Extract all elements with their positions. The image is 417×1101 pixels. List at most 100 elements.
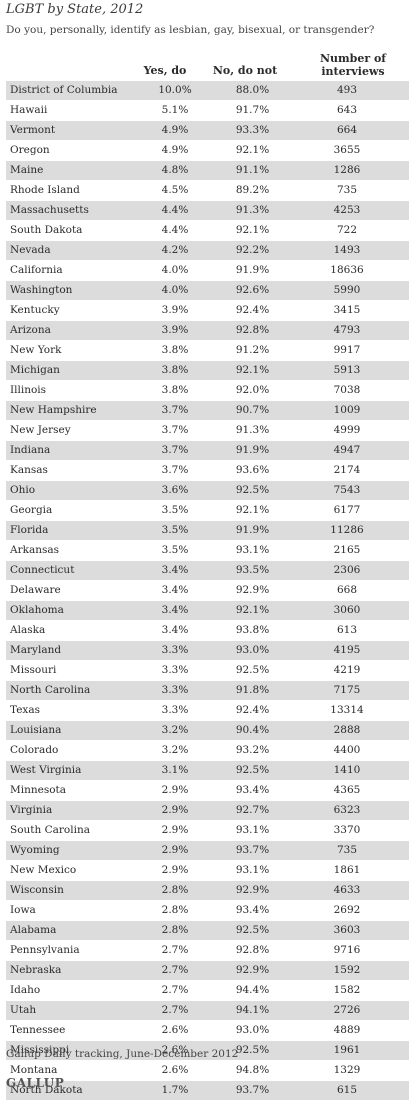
table-row: District of Columbia 10.0% 88.0% 493 [6,81,409,101]
interviews-cell: 1582 [295,980,409,1001]
no-cell: 92.2% [210,240,295,261]
interviews-cell: 13314 [295,700,409,721]
table-row: Mississippi 2.6% 92.5% 1961 [6,1040,409,1061]
table-row: Minnesota 2.9% 93.4% 4365 [6,780,409,801]
table-row: Wyoming 2.9% 93.7% 735 [6,840,409,861]
yes-cell: 3.2% [140,740,210,761]
interviews-cell: 4633 [295,880,409,901]
interviews-cell: 2306 [295,560,409,581]
no-cell: 93.0% [210,1020,295,1041]
state-cell: California [6,260,140,281]
table-row: Kentucky 3.9% 92.4% 3415 [6,300,409,321]
no-cell: 93.6% [210,460,295,481]
no-cell: 92.9% [210,960,295,981]
no-cell: 91.9% [210,440,295,461]
yes-cell: 2.7% [140,1000,210,1021]
interviews-cell: 1410 [295,760,409,781]
state-cell: West Virginia [6,760,140,781]
state-cell: Idaho [6,980,140,1001]
no-cell: 93.8% [210,620,295,641]
yes-cell: 2.6% [140,1040,210,1061]
state-cell: Michigan [6,360,140,381]
interviews-cell: 2888 [295,720,409,741]
table-row: California 4.0% 91.9% 18636 [6,260,409,281]
yes-cell: 2.8% [140,900,210,921]
interviews-cell: 3415 [295,300,409,321]
table-row: Texas 3.3% 92.4% 13314 [6,700,409,721]
header-interviews-line1: Number of [319,52,387,65]
yes-cell: 2.9% [140,860,210,881]
no-cell: 92.5% [210,760,295,781]
yes-cell: 2.9% [140,800,210,821]
yes-cell: 2.9% [140,820,210,841]
state-cell: Alaska [6,620,140,641]
interviews-cell: 7175 [295,680,409,701]
no-cell: 93.4% [210,900,295,921]
table-row: Utah 2.7% 94.1% 2726 [6,1000,409,1021]
interviews-cell: 2692 [295,900,409,921]
table-row: Ohio 3.6% 92.5% 7543 [6,480,409,501]
yes-cell: 3.4% [140,580,210,601]
interviews-cell: 6323 [295,800,409,821]
yes-cell: 3.4% [140,560,210,581]
no-cell: 92.5% [210,660,295,681]
interviews-cell: 2165 [295,540,409,561]
interviews-cell: 11286 [295,520,409,541]
no-cell: 92.8% [210,320,295,341]
no-cell: 92.1% [210,600,295,621]
yes-cell: 4.8% [140,160,210,181]
yes-cell: 2.7% [140,980,210,1001]
table-row: Alabama 2.8% 92.5% 3603 [6,920,409,941]
no-cell: 91.9% [210,260,295,281]
table-row: Tennessee 2.6% 93.0% 4889 [6,1020,409,1041]
table-row: Illinois 3.8% 92.0% 7038 [6,380,409,401]
table-row: Maine 4.8% 91.1% 1286 [6,160,409,181]
yes-cell: 5.1% [140,100,210,121]
state-cell: Texas [6,700,140,721]
header-interviews: Number of interviews [308,52,398,78]
interviews-cell: 4793 [295,320,409,341]
state-cell: Connecticut [6,560,140,581]
no-cell: 92.5% [210,920,295,941]
yes-cell: 3.9% [140,300,210,321]
yes-cell: 2.9% [140,780,210,801]
interviews-cell: 3603 [295,920,409,941]
table-row: South Carolina 2.9% 93.1% 3370 [6,820,409,841]
no-cell: 92.9% [210,580,295,601]
yes-cell: 3.4% [140,620,210,641]
interviews-cell: 3060 [295,600,409,621]
interviews-cell: 613 [295,620,409,641]
table-title: LGBT by State, 2012 [6,2,144,17]
interviews-cell: 4253 [295,200,409,221]
interviews-cell: 4365 [295,780,409,801]
table-row: South Dakota 4.4% 92.1% 722 [6,220,409,241]
interviews-cell: 5913 [295,360,409,381]
survey-question: Do you, personally, identify as lesbian,… [6,24,375,36]
yes-cell: 4.0% [140,260,210,281]
interviews-cell: 668 [295,580,409,601]
state-cell: Maine [6,160,140,181]
state-cell: Iowa [6,900,140,921]
no-cell: 91.8% [210,680,295,701]
interviews-cell: 5990 [295,280,409,301]
interviews-cell: 18636 [295,260,409,281]
state-cell: Arizona [6,320,140,341]
interviews-cell: 615 [295,1080,409,1101]
no-cell: 92.8% [210,940,295,961]
yes-cell: 2.6% [140,1060,210,1081]
no-cell: 92.4% [210,700,295,721]
yes-cell: 3.4% [140,600,210,621]
interviews-cell: 722 [295,220,409,241]
table-row: North Carolina 3.3% 91.8% 7175 [6,680,409,701]
table-row: Oklahoma 3.4% 92.1% 3060 [6,600,409,621]
yes-cell: 3.3% [140,660,210,681]
state-cell: Montana [6,1060,140,1081]
yes-cell: 2.9% [140,840,210,861]
yes-cell: 4.9% [140,120,210,141]
state-cell: Delaware [6,580,140,601]
state-cell: Florida [6,520,140,541]
table-row: Rhode Island 4.5% 89.2% 735 [6,180,409,201]
yes-cell: 3.8% [140,340,210,361]
state-cell: New Mexico [6,860,140,881]
state-cell: Ohio [6,480,140,501]
